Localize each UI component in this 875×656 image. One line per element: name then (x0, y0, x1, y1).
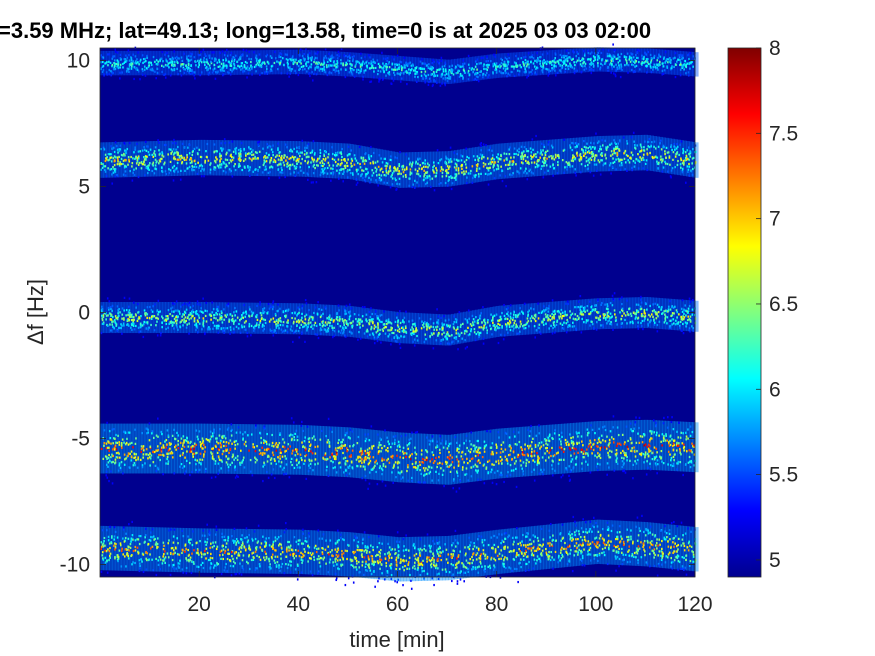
x-tick-label: 120 (677, 593, 712, 616)
x-tick-label: 60 (386, 593, 409, 616)
heatmap-band (100, 514, 699, 590)
y-tick-label: -5 (71, 427, 90, 450)
colorbar-tick-label: 7 (769, 208, 781, 231)
y-tick-label: 0 (78, 302, 90, 325)
heatmap-band (100, 43, 699, 88)
heatmap-background (100, 48, 695, 577)
heatmap-band (100, 131, 699, 192)
heatmap-band (100, 415, 699, 493)
x-tick-label: 80 (485, 593, 508, 616)
colorbar-tick-label: 5.5 (769, 464, 798, 487)
colorbar-tick-label: 8 (769, 37, 781, 60)
colorbar-tick-label: 6.5 (769, 293, 798, 316)
x-axis-label: time [min] (349, 627, 444, 652)
colorbar-ticks: 8 7.5 7 6.5 6 5.5 5 (756, 37, 798, 572)
y-axis-label: Δf [Hz] (23, 279, 48, 345)
x-tick-label: 100 (578, 593, 613, 616)
heatmap-bands (100, 43, 699, 590)
colorbar-tick-label: 6 (769, 378, 781, 401)
x-tick-label: 40 (287, 593, 310, 616)
heatmap-plot-area (99, 43, 699, 590)
chart-title: =3.59 MHz; lat=49.13; long=13.58, time=0… (0, 18, 651, 43)
colorbar: 8 7.5 7 6.5 6 5.5 5 (727, 37, 798, 578)
x-tick-label: 20 (187, 593, 210, 616)
y-tick-label: 5 (78, 176, 90, 199)
x-axis-ticks: 20 40 60 80 100 120 (187, 48, 713, 616)
y-axis-ticks: 10 5 0 -5 -10 (60, 50, 695, 576)
colorbar-gradient (727, 47, 762, 578)
y-tick-label: -10 (60, 553, 90, 576)
y-tick-label: 10 (67, 50, 90, 73)
colorbar-tick-label: 7.5 (769, 122, 798, 145)
colorbar-tick-label: 5 (769, 549, 781, 572)
heatmap-band (100, 292, 699, 351)
